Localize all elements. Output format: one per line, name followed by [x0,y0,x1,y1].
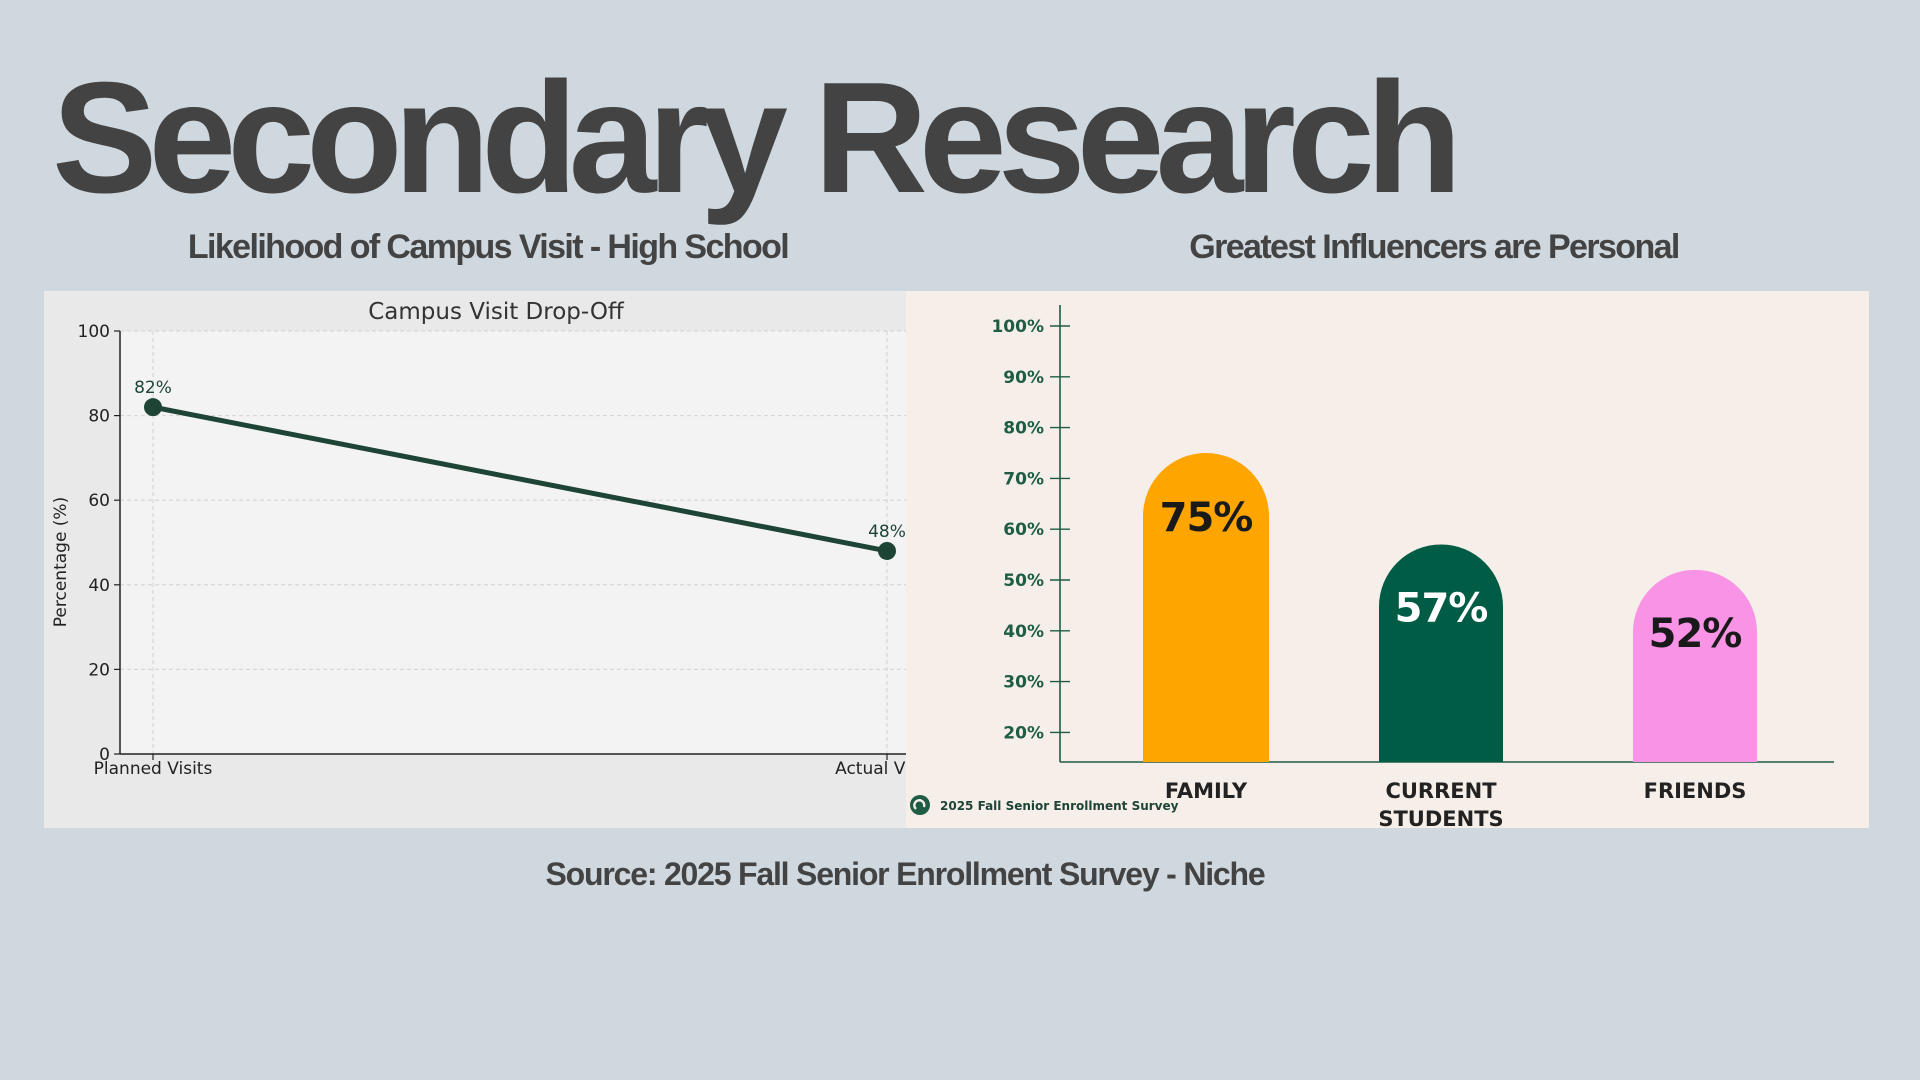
data-point [878,541,896,560]
y-tick-label: 90% [1003,368,1044,388]
x-category-label: FAMILY [1165,779,1248,803]
bar-value-label: 57% [1395,585,1488,631]
bar [1379,544,1503,762]
y-tick-label: 80 [88,407,110,427]
y-ticks: 0 20 40 60 80 100 [78,322,120,765]
source-citation: Source: 2025 Fall Senior Enrollment Surv… [545,856,1266,892]
watermark: 2025 Fall Senior Enrollment Survey [910,795,1179,815]
line-chart-title: Campus Visit Drop-Off [368,299,625,325]
bar-chart-panel: 100% 90% 80% 70% 60% 50% 40% 30% 20% 75% 57% 52% F… [906,291,1869,828]
x-category-label: CURRENT STUDENTS [1378,779,1503,828]
y-tick-label: 40% [1003,622,1044,642]
y-axis-label: Percentage (%) [51,497,71,627]
y-ticks: 100% 90% 80% 70% 60% 50% 40% 30% 20% [991,317,1070,743]
line-chart-panel: 0 20 40 60 80 100 Planned Visits Actual Visits… [44,291,906,828]
x-category-label: FRIENDS [1644,779,1747,803]
y-tick-label: 60% [1003,520,1044,540]
survey-logo-swirl [913,799,926,810]
survey-logo-icon [910,795,930,815]
bar-value-label: 52% [1649,611,1742,657]
bar [1633,569,1757,762]
y-tick-label: 100% [991,317,1044,337]
y-tick-label: 80% [1003,419,1044,439]
y-tick-label: 50% [1003,571,1044,591]
series-line [150,404,890,554]
y-tick-label: 0 [99,745,110,765]
bar-value-label: 75% [1160,495,1253,541]
page-title: Secondary Research [52,50,1462,226]
left-chart-heading: Likelihood of Campus Visit - High School [187,228,790,266]
data-label: 48% [868,522,906,542]
line-series: 82% 48% [134,378,906,560]
data-label: 82% [134,378,172,398]
right-chart-heading: Greatest Influencers are Personal [1189,228,1680,266]
axes [119,331,906,755]
y-tick-label: 30% [1003,673,1044,693]
y-tick-label: 70% [1003,469,1044,489]
data-point [144,398,162,417]
y-tick-label: 40 [88,576,110,596]
y-tick-label: 20 [88,660,110,680]
survey-watermark-text: 2025 Fall Senior Enrollment Survey [940,799,1179,813]
bar [1143,453,1269,762]
y-tick-label: 100 [78,322,110,342]
x-tick-label: Planned Visits [94,759,213,779]
line-chart: 0 20 40 60 80 100 Planned Visits Actual Visits… [51,299,906,779]
y-tick-label: 20% [1003,723,1044,743]
y-tick-label: 60 [88,491,110,511]
x-ticks: Planned Visits Actual Visits [94,754,906,779]
bar-chart: 100% 90% 80% 70% 60% 50% 40% 30% 20% 75% 57% 52% F… [910,305,1834,828]
plot-area [120,331,906,754]
bars: 75% 57% 52% [1143,453,1757,762]
x-tick-label: Actual Visits [835,759,906,779]
x-labels: FAMILY CURRENT STUDENTS FRIENDS [1165,779,1747,828]
